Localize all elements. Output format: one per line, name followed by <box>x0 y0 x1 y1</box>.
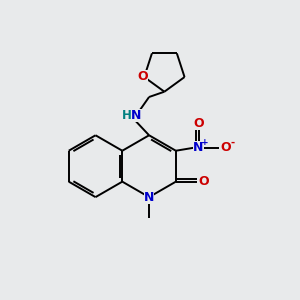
Text: O: O <box>137 70 148 83</box>
Text: O: O <box>193 117 204 130</box>
Text: +: + <box>201 138 208 147</box>
Text: O: O <box>220 141 231 154</box>
Text: O: O <box>198 175 209 188</box>
Text: H: H <box>122 109 131 122</box>
Text: -: - <box>230 137 235 148</box>
Text: N: N <box>144 190 154 204</box>
Text: N: N <box>131 109 142 122</box>
Text: N: N <box>193 141 204 154</box>
